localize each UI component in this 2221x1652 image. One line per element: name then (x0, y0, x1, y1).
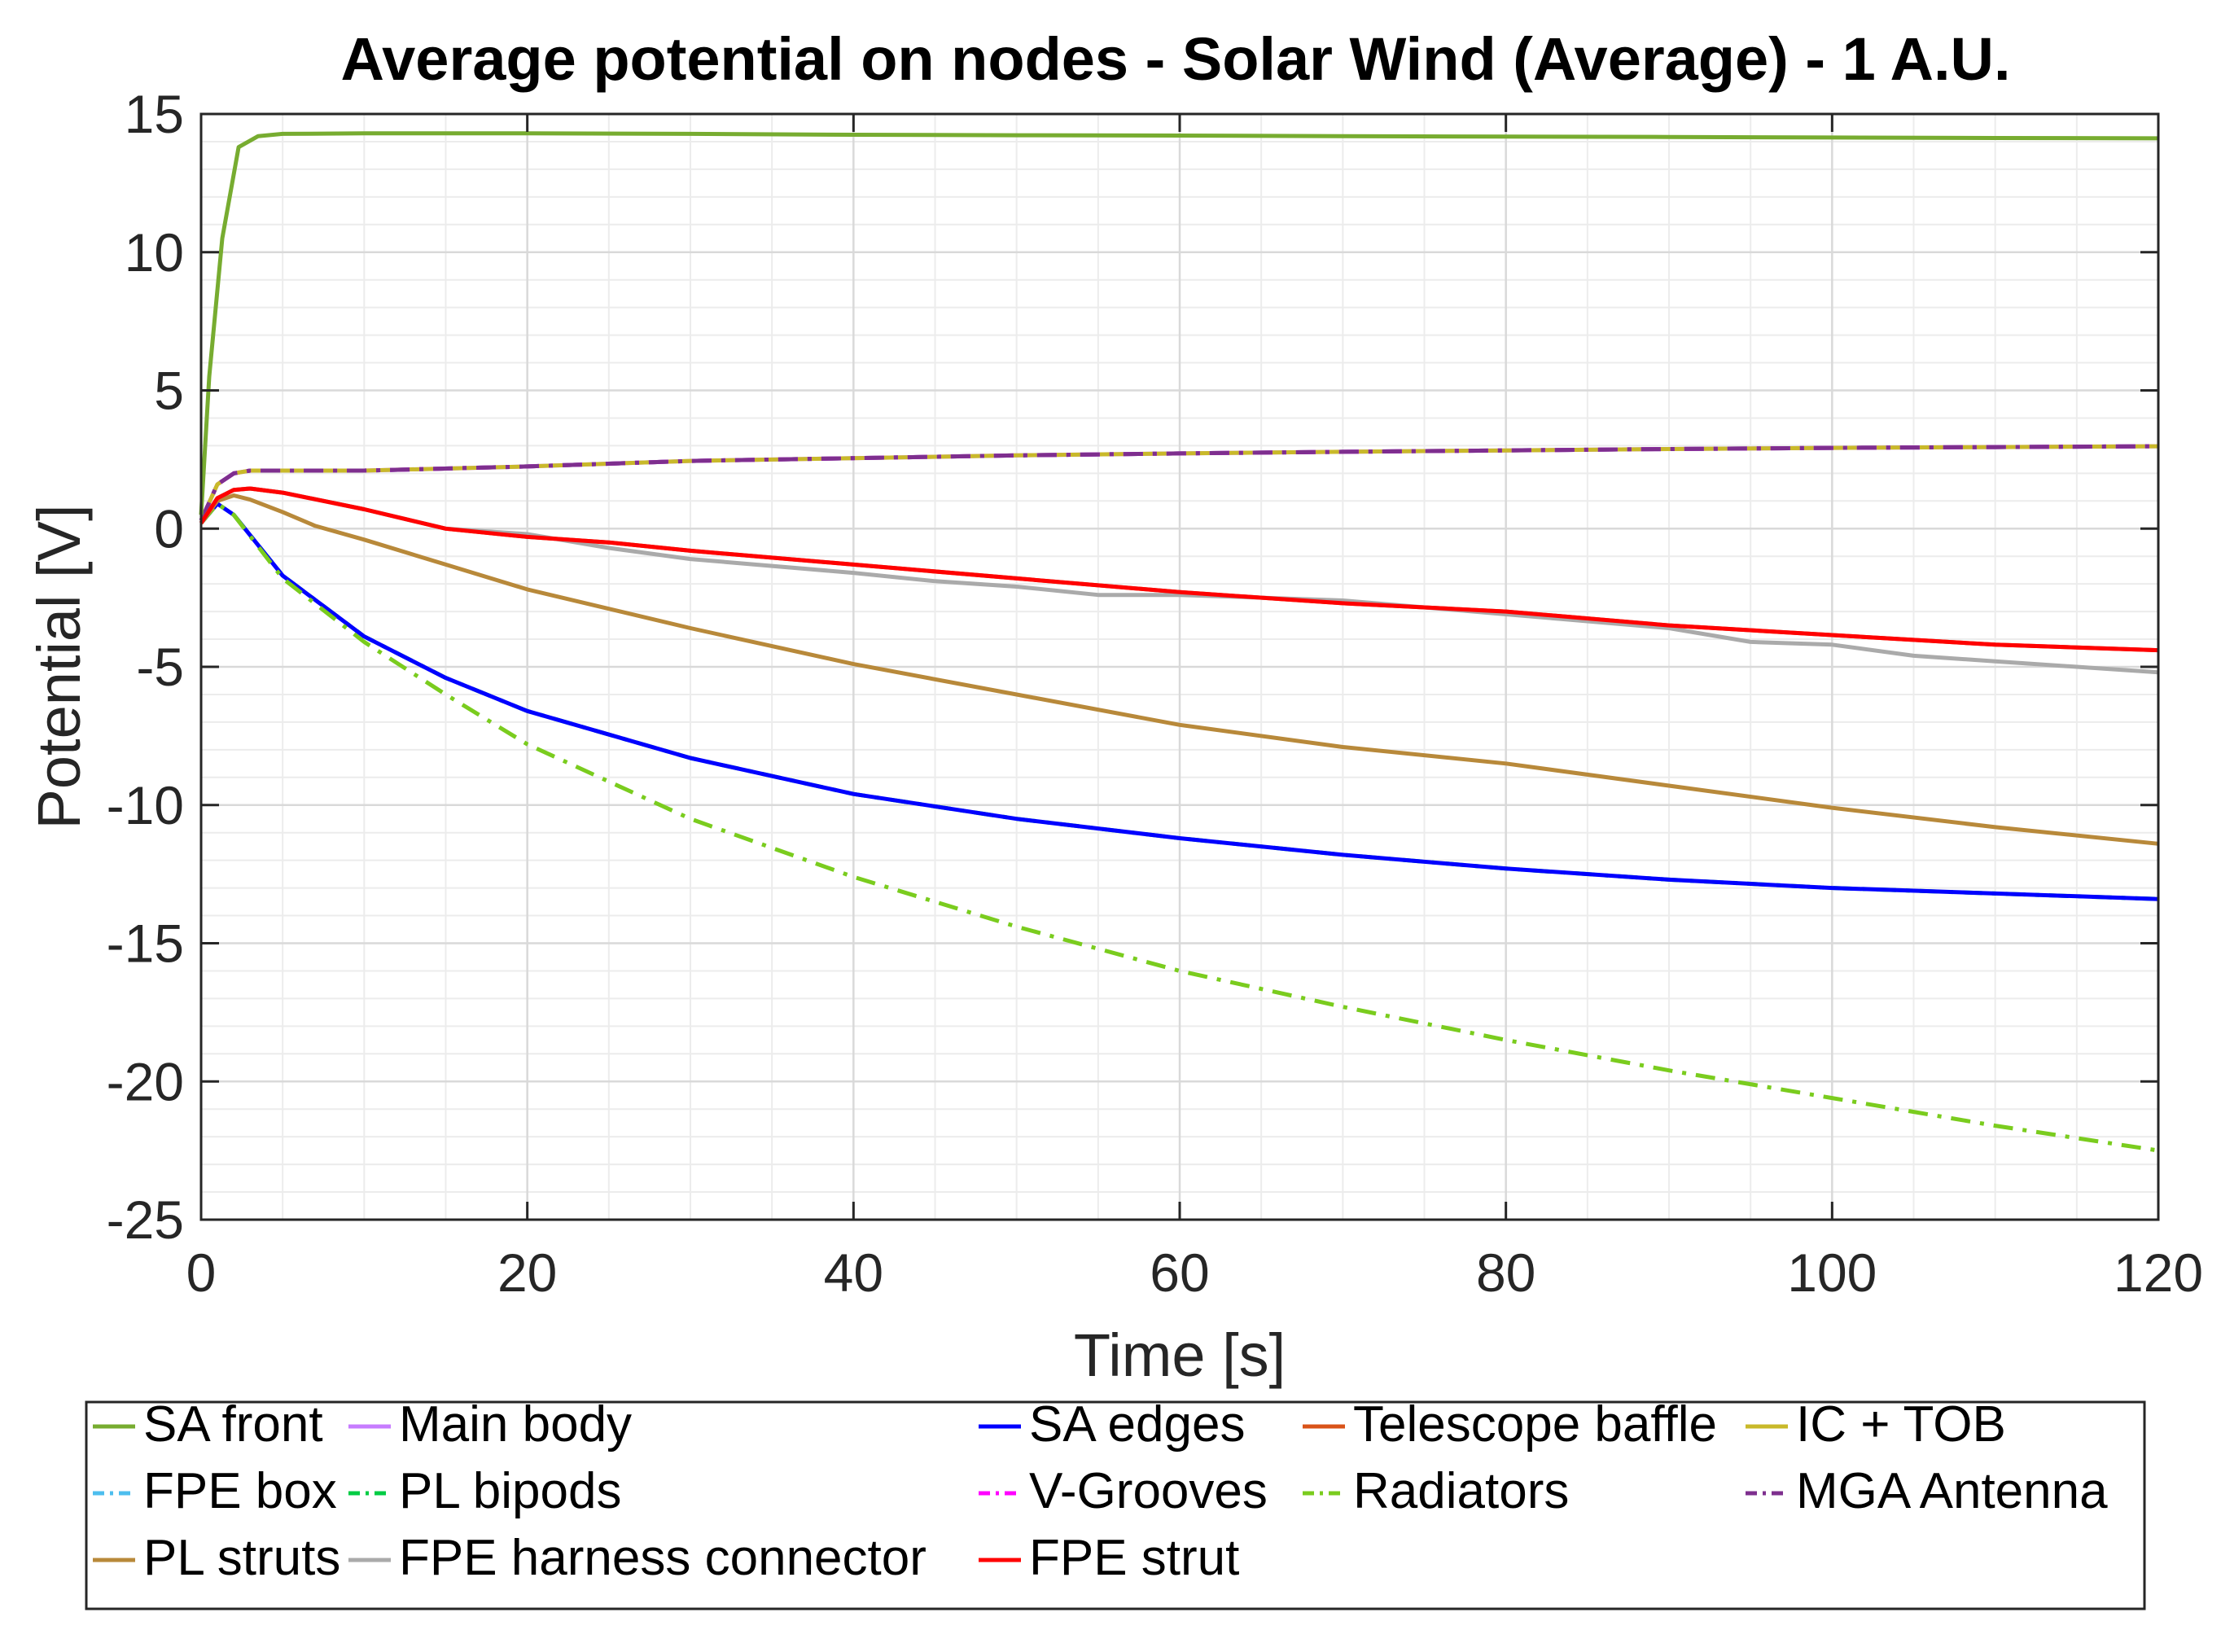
x-axis-label: Time [s] (1074, 1321, 1286, 1389)
x-axis-tick-labels: 0 20 40 60 80 100 120 (186, 1242, 2203, 1303)
y-tick-label: 10 (125, 222, 184, 283)
x-tick-label: 100 (1787, 1242, 1877, 1303)
legend-label: SA edges (1029, 1396, 1245, 1453)
series-line-radiators (199, 502, 2159, 1153)
series-line-pl-struts (199, 493, 2159, 846)
y-tick-label: -5 (136, 637, 184, 697)
y-axis-tick-labels: 15 10 5 0 -5 -10 -15 -20 -25 (107, 84, 184, 1250)
legend-entry-fpe-strut: FPE strut (979, 1530, 1239, 1586)
legend-label: Main body (399, 1396, 632, 1453)
legend: SA front Main body SA edges Telescope baffl… (85, 1396, 2146, 1610)
y-tick-label: -15 (107, 914, 184, 974)
legend-entry-v-grooves: V-Grooves (979, 1463, 1268, 1519)
series-line-mga-antenna (199, 444, 2159, 522)
legend-label: MGA Antenna (1796, 1463, 2108, 1519)
legend-label: PL bipods (399, 1463, 621, 1519)
y-tick-label: -25 (107, 1190, 184, 1250)
y-tick-label: -20 (107, 1051, 184, 1111)
y-tick-label: -10 (107, 775, 184, 835)
legend-label: FPE harness connector (399, 1530, 927, 1586)
x-tick-label: 40 (824, 1242, 883, 1303)
y-tick-label: 0 (154, 498, 184, 559)
legend-label: IC + TOB (1796, 1396, 2006, 1453)
series-line-sa-front (199, 131, 2159, 515)
legend-label: FPE strut (1029, 1530, 1239, 1586)
legend-entry-ic-tob: IC + TOB (1746, 1396, 2006, 1453)
legend-label: Radiators (1353, 1463, 1569, 1519)
legend-box (85, 1400, 2146, 1610)
legend-entry-pl-bipods: PL bipods (348, 1463, 621, 1519)
series-layer (199, 131, 2159, 1153)
legend-entry-main-body: Main body (348, 1396, 632, 1453)
legend-entry-pl-struts: PL struts (93, 1530, 340, 1586)
y-tick-label: 5 (154, 361, 184, 421)
tick-marks (199, 112, 2160, 1221)
legend-entry-sa-edges: SA edges (979, 1396, 1245, 1453)
y-tick-label: 15 (125, 84, 184, 144)
y-axis-label: Potential [V] (25, 504, 93, 829)
legend-entries: SA front Main body SA edges Telescope baffl… (93, 1396, 2108, 1586)
x-tick-label: 20 (497, 1242, 557, 1303)
legend-entry-fpe-harness-connector: FPE harness connector (348, 1530, 927, 1586)
legend-entry-sa-front: SA front (93, 1396, 323, 1453)
legend-entry-telescope-baffle: Telescope baffle (1303, 1396, 1717, 1453)
legend-label: PL struts (143, 1530, 340, 1586)
x-tick-label: 0 (186, 1242, 217, 1303)
series-line-fpe-strut (199, 486, 2159, 653)
legend-entry-mga-antenna: MGA Antenna (1746, 1463, 2108, 1519)
legend-label: V-Grooves (1029, 1463, 1268, 1519)
legend-label: FPE box (143, 1463, 337, 1519)
legend-label: Telescope baffle (1353, 1396, 1717, 1453)
x-tick-label: 60 (1150, 1242, 1209, 1303)
plot-area (199, 112, 2160, 1221)
legend-entry-fpe-box: FPE box (93, 1463, 337, 1519)
legend-label: SA front (143, 1396, 323, 1453)
x-tick-label: 80 (1476, 1242, 1535, 1303)
chart-title: Average potential on nodes - Solar Wind … (340, 25, 2010, 93)
x-tick-label: 120 (2114, 1242, 2203, 1303)
legend-entry-radiators: Radiators (1303, 1463, 1569, 1519)
